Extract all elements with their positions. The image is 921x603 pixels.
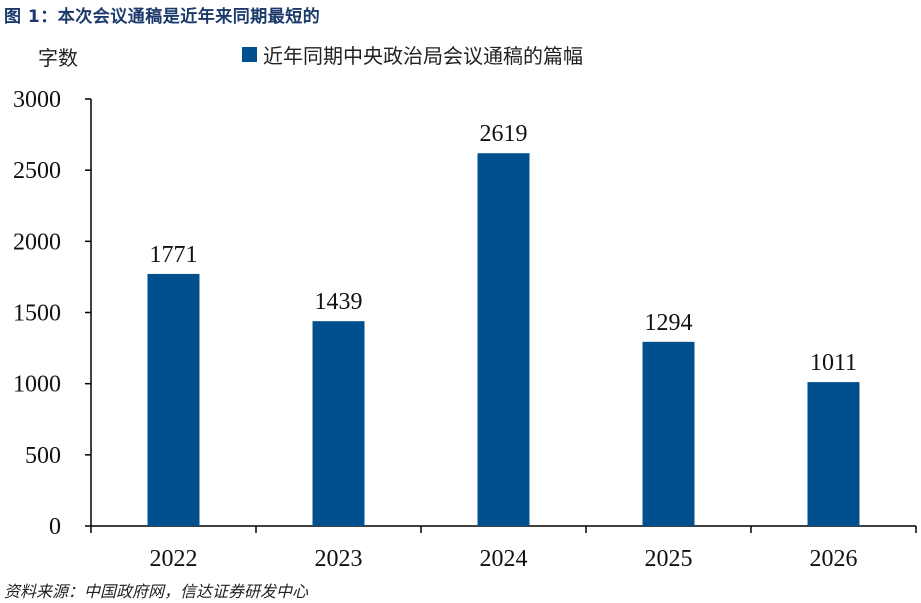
bar-value-label: 1439 — [315, 289, 363, 315]
bar — [642, 341, 695, 526]
bar — [312, 321, 365, 526]
bar-value-label: 2619 — [480, 121, 528, 147]
x-tick-label: 2024 — [480, 546, 528, 572]
y-tick-label: 1000 — [13, 372, 61, 398]
bar-value-label: 1294 — [645, 310, 693, 336]
bar — [477, 153, 530, 526]
x-tick-label: 2026 — [810, 546, 858, 572]
x-tick-label: 2023 — [315, 546, 363, 572]
y-tick-label: 2500 — [13, 158, 61, 184]
y-tick-label: 0 — [49, 514, 61, 540]
x-tick-label: 2022 — [150, 546, 198, 572]
bar — [147, 273, 200, 526]
source-note: 资料来源：中国政府网，信达证券研发中心 — [4, 582, 309, 601]
y-tick-label: 1500 — [13, 301, 61, 327]
y-tick-label: 3000 — [13, 87, 61, 113]
x-tick-label: 2025 — [645, 546, 693, 572]
legend-swatch — [242, 47, 257, 62]
bar-value-label: 1011 — [810, 350, 857, 376]
bar-value-label: 1771 — [150, 242, 198, 268]
y-tick-label: 2000 — [13, 229, 61, 255]
y-tick-label: 500 — [25, 443, 61, 469]
figure-title: 图 1：本次会议通稿是近年来同期最短的 — [4, 7, 321, 27]
bar — [807, 382, 860, 526]
legend-label: 近年同期中央政治局会议通稿的篇幅 — [263, 44, 583, 68]
legend: 近年同期中央政治局会议通稿的篇幅 — [242, 40, 583, 69]
y-axis-label: 字数 — [38, 46, 78, 70]
